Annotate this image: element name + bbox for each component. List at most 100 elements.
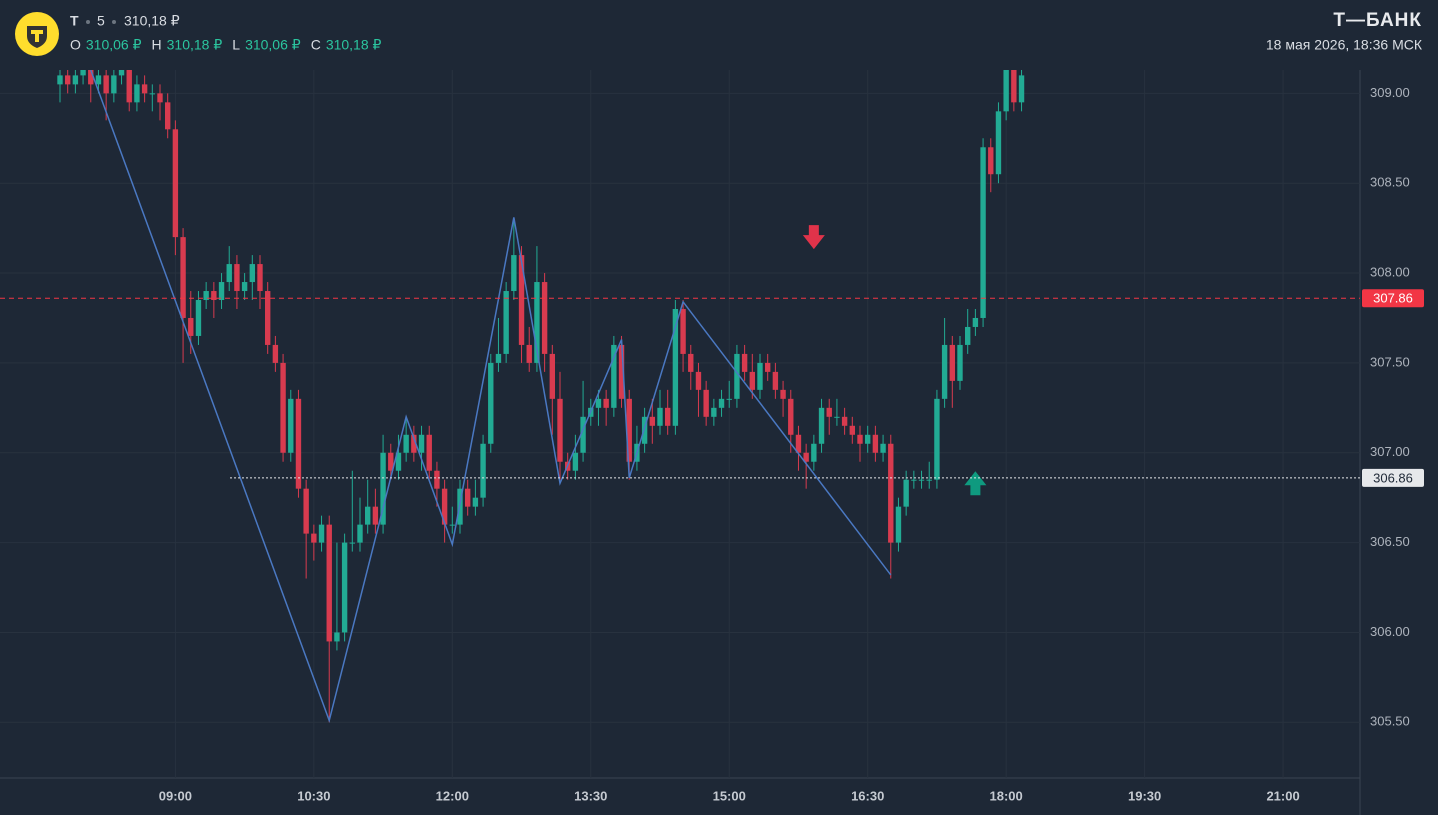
- candle-body: [280, 362, 286, 453]
- candle-body: [818, 407, 825, 444]
- x-tick-label: 16:30: [851, 788, 884, 803]
- candle-body: [480, 443, 486, 498]
- candle-body: [195, 300, 202, 336]
- candle-body: [418, 434, 425, 453]
- candle-body: [972, 317, 979, 327]
- separator: [112, 20, 116, 24]
- y-tick-label: 306.50: [1370, 534, 1410, 549]
- candle-body: [903, 479, 909, 507]
- price-label: 306.86: [1373, 470, 1413, 485]
- price-label-box: [1362, 468, 1424, 487]
- candle-body: [88, 70, 94, 85]
- candle-body: [772, 371, 779, 390]
- candle-body: [1018, 75, 1025, 103]
- candle-body: [811, 443, 817, 462]
- x-tick-label: 10:30: [297, 788, 330, 803]
- candle-body: [165, 102, 171, 130]
- candle-body: [941, 344, 948, 399]
- candle-body: [403, 434, 409, 453]
- header: Т 5 310,18 ₽ Т—БАНК 18 мая 2026, 18:36 М…: [15, 10, 1423, 56]
- candle-body: [557, 398, 563, 462]
- candle-body: [334, 632, 340, 642]
- candle-body: [518, 255, 525, 345]
- candle-body: [80, 70, 86, 76]
- candle-body: [641, 416, 648, 444]
- candle-body: [541, 282, 548, 354]
- candle-body: [603, 398, 609, 408]
- candle-body: [526, 344, 532, 363]
- candle-body: [103, 75, 109, 94]
- candle-body: [741, 353, 748, 372]
- candle-body: [72, 75, 79, 85]
- y-tick-label: 309.00: [1370, 85, 1410, 100]
- candle-body: [380, 452, 386, 525]
- y-tick-label: 305.50: [1370, 714, 1410, 729]
- candle-body: [1003, 70, 1009, 112]
- candle-body: [911, 479, 917, 481]
- ohlc-value: 310,18 ₽: [326, 37, 382, 53]
- y-tick-label: 308.50: [1370, 175, 1410, 190]
- candle-body: [918, 479, 925, 481]
- candle-body: [211, 291, 217, 301]
- candle-body: [357, 524, 363, 543]
- candle-body: [841, 416, 848, 426]
- candle-body: [765, 362, 771, 372]
- ohlc-label: H: [152, 37, 162, 53]
- candle-body: [472, 497, 479, 507]
- candle-body: [626, 398, 632, 462]
- candle-body: [965, 326, 971, 345]
- ticker: Т: [70, 13, 79, 29]
- last-price: 310,18 ₽: [124, 13, 180, 29]
- candle-body: [995, 111, 1002, 175]
- candle-body: [241, 282, 248, 292]
- ohlc-value: 310,06 ₽: [86, 37, 142, 53]
- candle-body: [111, 75, 117, 94]
- candle-body: [141, 84, 148, 94]
- candle-body: [265, 291, 271, 345]
- candle-body: [134, 84, 140, 103]
- x-tick-label: 13:30: [574, 788, 607, 803]
- candle-body: [149, 93, 155, 95]
- candle-body: [726, 398, 732, 400]
- candle-body: [157, 93, 163, 103]
- candle-body: [326, 524, 332, 642]
- ohlc-label: L: [232, 37, 240, 53]
- candle-body: [341, 542, 348, 633]
- ohlc-label: C: [311, 37, 321, 53]
- candle-body: [188, 317, 194, 336]
- candle-body: [118, 70, 125, 76]
- candle-body: [572, 452, 579, 471]
- candle-body: [395, 452, 402, 471]
- ohlc-label: O: [70, 37, 81, 53]
- candle-body: [857, 434, 863, 444]
- separator: [86, 20, 90, 24]
- candle-body: [549, 353, 555, 399]
- datetime: 18 мая 2026, 18:36 МСК: [1266, 37, 1423, 53]
- logo-mark: [31, 30, 43, 42]
- candle-body: [57, 75, 63, 85]
- candle-body: [1011, 70, 1017, 103]
- candle-body: [441, 488, 448, 525]
- candle-body: [888, 443, 894, 543]
- candle-body: [980, 147, 986, 318]
- candle-body: [757, 362, 763, 390]
- candle-body: [788, 398, 794, 435]
- candle-body: [895, 506, 902, 543]
- candle-body: [949, 344, 955, 381]
- signal-arrow: [802, 225, 825, 250]
- candle-body: [695, 371, 702, 390]
- candle-body: [180, 237, 186, 318]
- candle-body: [865, 434, 871, 444]
- candle-body: [234, 264, 240, 292]
- candle-body: [226, 264, 232, 283]
- x-tick-label: 09:00: [159, 788, 192, 803]
- candle-body: [388, 452, 394, 471]
- candle-body: [749, 371, 755, 390]
- candle-body: [495, 353, 502, 363]
- candle-body: [288, 398, 294, 453]
- ohlc-value: 310,06 ₽: [245, 37, 301, 53]
- candle-body: [272, 344, 279, 363]
- y-tick-label: 307.50: [1370, 354, 1410, 369]
- candle-body: [95, 75, 102, 85]
